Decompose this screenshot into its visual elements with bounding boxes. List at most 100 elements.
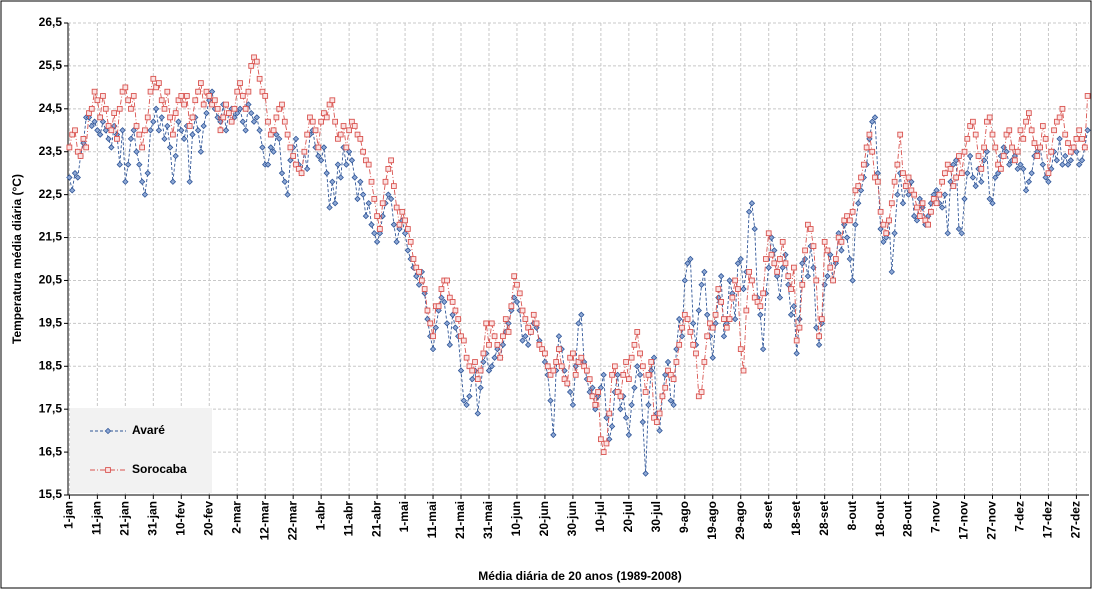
data-point: [1048, 148, 1055, 155]
data-point: [463, 401, 470, 409]
data-point: [595, 389, 601, 395]
data-point: [508, 303, 515, 310]
data-point: [1009, 144, 1015, 151]
data-point: [477, 384, 484, 391]
data-point: [416, 269, 422, 275]
data-point: [636, 371, 644, 379]
data-point: [66, 174, 73, 181]
data-point: [533, 320, 540, 327]
data-point: [1056, 114, 1063, 121]
data-point: [751, 225, 758, 233]
data-point: [1028, 170, 1035, 177]
data-point: [958, 170, 965, 177]
data-point: [337, 131, 344, 138]
data-point: [953, 174, 959, 181]
data-point: [100, 93, 106, 99]
data-point: [905, 191, 912, 198]
data-point: [421, 290, 428, 297]
data-point: [863, 144, 870, 151]
data-point: [849, 277, 856, 284]
data-point: [516, 290, 523, 297]
data-point: [810, 243, 817, 249]
data-point: [351, 174, 358, 181]
x-tick-label: 19-ago: [705, 501, 719, 540]
data-point: [740, 285, 747, 293]
data-point: [443, 320, 451, 327]
data-point: [1006, 161, 1013, 168]
data-point: [589, 393, 596, 400]
data-point: [432, 324, 440, 331]
data-point: [718, 299, 725, 305]
data-point: [1022, 187, 1030, 194]
data-point: [684, 260, 691, 267]
legend-marker: [105, 467, 111, 473]
x-tick-label: 8-set: [761, 501, 775, 529]
data-point: [572, 372, 579, 378]
data-point: [128, 105, 134, 112]
data-point: [757, 303, 764, 310]
data-point: [396, 221, 403, 228]
data-point: [765, 264, 772, 271]
data-point: [902, 183, 909, 189]
data-point: [578, 354, 585, 361]
data-point: [634, 329, 641, 335]
data-point: [181, 101, 187, 108]
data-point: [768, 234, 775, 241]
data-point: [239, 118, 246, 125]
data-point: [830, 277, 836, 284]
x-tick-label: 20-fev: [201, 501, 215, 536]
data-point: [393, 204, 400, 211]
data-point: [670, 376, 677, 382]
data-point: [771, 260, 778, 267]
data-point: [642, 470, 649, 477]
data-point: [606, 410, 613, 417]
data-point: [883, 230, 890, 237]
data-point: [1073, 136, 1080, 142]
data-point: [938, 204, 946, 211]
y-tick-label: 22,5: [39, 187, 63, 201]
data-point: [457, 367, 465, 374]
data-point: [877, 225, 884, 233]
x-tick-label: 10-jul: [593, 501, 607, 532]
data-point: [491, 354, 498, 361]
data-point: [759, 345, 767, 353]
data-point: [838, 238, 845, 245]
data-point: [914, 204, 920, 211]
data-point: [164, 88, 171, 95]
data-point: [474, 376, 481, 382]
data-point: [911, 191, 918, 198]
data-point: [248, 109, 255, 117]
data-point: [855, 200, 862, 207]
data-point: [170, 131, 176, 138]
data-point: [1042, 136, 1049, 142]
data-point: [178, 127, 185, 134]
data-point: [628, 354, 635, 361]
data-point: [928, 208, 934, 215]
data-point: [172, 110, 179, 116]
data-point: [779, 238, 786, 245]
data-point: [709, 324, 716, 331]
data-point: [939, 178, 945, 185]
data-point: [813, 324, 820, 331]
data-point: [891, 230, 898, 237]
data-point: [156, 80, 162, 86]
data-point: [603, 440, 610, 447]
data-point: [413, 272, 420, 280]
data-point: [648, 359, 655, 365]
data-point: [732, 277, 738, 284]
data-point: [623, 359, 629, 365]
data-point: [673, 359, 680, 365]
data-point: [788, 286, 794, 292]
data-point: [564, 380, 571, 387]
x-tick-label: 22-mar: [285, 501, 299, 541]
data-point: [802, 247, 808, 254]
data-point: [429, 345, 437, 353]
data-point: [832, 260, 840, 267]
x-tick-label: 8-out: [845, 501, 859, 530]
data-point: [1070, 144, 1077, 151]
data-point: [726, 316, 733, 322]
data-point: [779, 264, 786, 271]
data-point: [194, 127, 202, 134]
data-point: [628, 401, 635, 409]
